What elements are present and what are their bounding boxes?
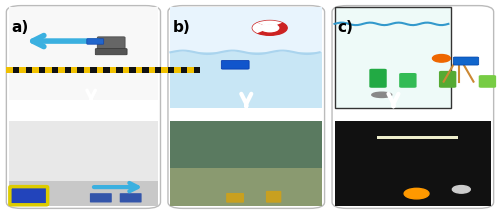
FancyBboxPatch shape xyxy=(399,73,416,88)
FancyBboxPatch shape xyxy=(26,67,32,73)
FancyBboxPatch shape xyxy=(52,67,58,73)
FancyBboxPatch shape xyxy=(9,121,158,206)
FancyBboxPatch shape xyxy=(87,39,104,44)
FancyBboxPatch shape xyxy=(222,60,249,69)
FancyBboxPatch shape xyxy=(10,187,48,205)
FancyBboxPatch shape xyxy=(6,67,13,73)
FancyBboxPatch shape xyxy=(38,67,45,73)
FancyBboxPatch shape xyxy=(110,67,116,73)
Circle shape xyxy=(261,24,278,32)
FancyBboxPatch shape xyxy=(170,7,322,52)
FancyBboxPatch shape xyxy=(32,67,38,73)
FancyBboxPatch shape xyxy=(78,67,84,73)
Text: b): b) xyxy=(173,20,190,35)
FancyBboxPatch shape xyxy=(90,193,112,202)
FancyBboxPatch shape xyxy=(334,7,451,108)
FancyBboxPatch shape xyxy=(116,67,122,73)
Circle shape xyxy=(404,188,429,199)
FancyBboxPatch shape xyxy=(9,121,158,206)
Circle shape xyxy=(452,186,470,193)
FancyBboxPatch shape xyxy=(170,121,322,206)
Circle shape xyxy=(252,21,287,35)
FancyBboxPatch shape xyxy=(174,67,181,73)
FancyBboxPatch shape xyxy=(96,49,127,55)
FancyBboxPatch shape xyxy=(20,67,26,73)
FancyBboxPatch shape xyxy=(155,67,162,73)
FancyBboxPatch shape xyxy=(439,71,456,88)
FancyBboxPatch shape xyxy=(181,67,188,73)
FancyBboxPatch shape xyxy=(168,6,324,208)
FancyBboxPatch shape xyxy=(170,168,322,206)
FancyBboxPatch shape xyxy=(370,69,386,88)
FancyBboxPatch shape xyxy=(334,121,491,206)
FancyBboxPatch shape xyxy=(9,7,158,100)
FancyBboxPatch shape xyxy=(168,67,174,73)
Wedge shape xyxy=(252,23,264,33)
Text: a): a) xyxy=(12,20,28,35)
FancyBboxPatch shape xyxy=(266,191,281,203)
Text: c): c) xyxy=(337,20,353,35)
FancyBboxPatch shape xyxy=(377,136,458,138)
Ellipse shape xyxy=(372,92,392,97)
FancyBboxPatch shape xyxy=(98,37,125,51)
FancyBboxPatch shape xyxy=(90,67,97,73)
FancyBboxPatch shape xyxy=(188,67,194,73)
FancyBboxPatch shape xyxy=(120,193,142,202)
FancyBboxPatch shape xyxy=(64,67,71,73)
FancyBboxPatch shape xyxy=(142,67,148,73)
FancyBboxPatch shape xyxy=(9,181,158,206)
FancyBboxPatch shape xyxy=(332,6,494,208)
FancyBboxPatch shape xyxy=(454,57,478,65)
FancyBboxPatch shape xyxy=(170,7,322,108)
Circle shape xyxy=(432,55,450,62)
FancyBboxPatch shape xyxy=(104,67,110,73)
FancyBboxPatch shape xyxy=(45,67,52,73)
FancyBboxPatch shape xyxy=(148,67,155,73)
FancyBboxPatch shape xyxy=(97,67,103,73)
FancyBboxPatch shape xyxy=(194,67,200,73)
FancyBboxPatch shape xyxy=(226,193,244,203)
FancyBboxPatch shape xyxy=(136,67,142,73)
FancyBboxPatch shape xyxy=(478,75,496,88)
Wedge shape xyxy=(258,21,282,25)
FancyBboxPatch shape xyxy=(58,67,64,73)
FancyBboxPatch shape xyxy=(71,67,78,73)
FancyBboxPatch shape xyxy=(122,67,129,73)
FancyBboxPatch shape xyxy=(13,67,20,73)
FancyBboxPatch shape xyxy=(162,67,168,73)
FancyBboxPatch shape xyxy=(129,67,136,73)
FancyBboxPatch shape xyxy=(6,6,160,208)
FancyBboxPatch shape xyxy=(84,67,90,73)
